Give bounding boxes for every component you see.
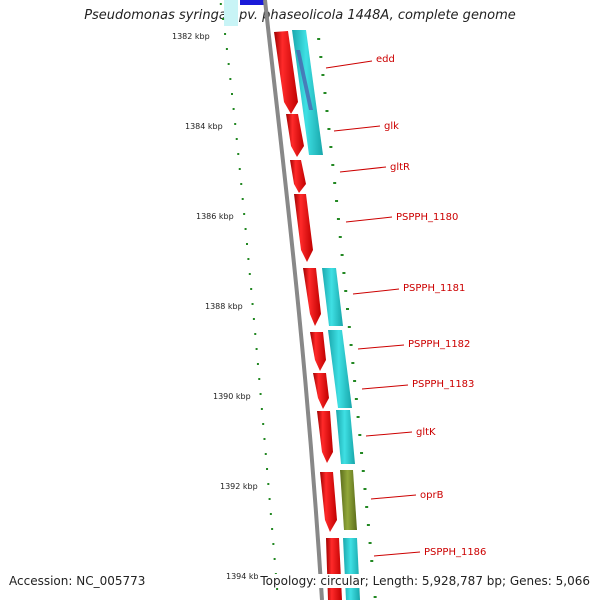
track-dot [340,254,344,256]
feature-blue-1[interactable] [296,50,313,110]
genome-backbone [263,0,324,600]
leader-edd [325,60,373,69]
track-dot [351,362,355,364]
tick-marks [219,3,279,590]
cds-PSPPH_1182[interactable] [310,332,326,371]
track-dot [358,434,362,436]
gene-label-gltR[interactable]: gltR [390,162,410,173]
track-dot [333,182,337,184]
gene-label-oprB[interactable]: oprB [420,490,444,501]
feature-cyan-3[interactable] [328,330,352,408]
feature-cyan-4[interactable] [336,410,355,464]
accession-text: Accession: NC_005773 [9,574,146,588]
leader-PSPPH_1181 [352,288,400,295]
gene-features[interactable] [274,30,360,600]
kbp-label-1384: 1384 kbp [185,122,223,131]
track-dot [331,164,335,166]
leader-PSPPH_1182 [357,344,405,350]
track-dot [360,452,364,454]
kbp-label-1390: 1390 kbp [213,392,251,401]
cds-edd[interactable] [274,31,298,114]
track-dot [336,218,340,220]
kbp-label-1388: 1388 kbp [205,302,243,311]
track-dot [325,110,329,112]
cds-gltR[interactable] [290,160,306,193]
feature-cyan-top-2[interactable] [256,0,266,5]
scale-labels: 1382 kbp 1384 kbp 1386 kbp 1388 kbp 1390… [172,32,264,581]
feature-cyan-top[interactable] [224,0,238,26]
gene-label-glk[interactable]: glk [384,121,399,132]
leader-glk [333,125,381,132]
cds-PSPPH_1181[interactable] [303,268,321,326]
gene-label-PSPPH_1180[interactable]: PSPPH_1180 [396,212,458,223]
track-dot [365,506,369,508]
genome-title: Pseudomonas syringae pv. phaseolicola 14… [84,8,516,23]
gene-label-PSPPH_1186[interactable]: PSPPH_1186 [424,547,486,558]
track-dot [342,272,346,274]
feature-blue-top[interactable] [240,0,256,5]
gene-label-edd[interactable]: edd [376,54,395,65]
gene-label-PSPPH_1181[interactable]: PSPPH_1181 [403,283,465,294]
track-dot [366,524,370,526]
genome-stats-text: Topology: circular; Length: 5,928,787 bp… [258,574,590,588]
track-dot [346,308,350,310]
track-dot [323,92,327,94]
track-dot [335,200,339,202]
track-dot [317,38,321,40]
leader-PSPPH_1180 [345,216,393,223]
kbp-label-1382: 1382 kbp [172,32,210,41]
leader-oprB [370,494,417,500]
track-dot [363,488,367,490]
cds-PSPPH_1186[interactable] [326,538,342,600]
cds-gltK[interactable] [317,411,333,463]
gene-labels: edd glk gltR PSPPH_1180 PSPPH_1181 PSPPH… [325,54,486,558]
leader-gltR [339,166,387,173]
kbp-label-1394: 1394 kbp [226,572,264,581]
track-dot [349,344,353,346]
leader-PSPPH_1183 [361,384,409,390]
outer-track-dots [317,38,377,598]
track-dot [347,326,351,328]
track-dot [356,416,360,418]
track-dot [329,146,333,148]
cds-glk[interactable] [286,114,304,157]
track-dot [361,470,365,472]
feature-cyan-5[interactable] [343,538,360,600]
feature-olive-oprB[interactable] [340,470,357,530]
cds-PSPPH_1180[interactable] [294,194,313,262]
track-dot [353,380,357,382]
leader-PSPPH_1186 [373,551,421,557]
kbp-label-1386: 1386 kbp [196,212,234,221]
track-dot [344,290,348,292]
track-dot [354,398,358,400]
gene-label-PSPPH_1183[interactable]: PSPPH_1183 [412,379,474,390]
track-dot [321,74,325,76]
cds-oprB[interactable] [320,472,337,532]
track-dot [373,596,377,598]
gene-label-gltK[interactable]: gltK [416,427,436,438]
gene-label-PSPPH_1182[interactable]: PSPPH_1182 [408,339,470,350]
track-dot [368,542,372,544]
leader-gltK [365,431,413,437]
track-dot [338,236,342,238]
track-dot [370,560,374,562]
feature-cyan-2[interactable] [322,268,343,326]
track-dot [319,56,323,58]
cds-PSPPH_1183[interactable] [313,373,329,409]
track-dot [327,128,331,130]
kbp-label-1392: 1392 kbp [220,482,258,491]
